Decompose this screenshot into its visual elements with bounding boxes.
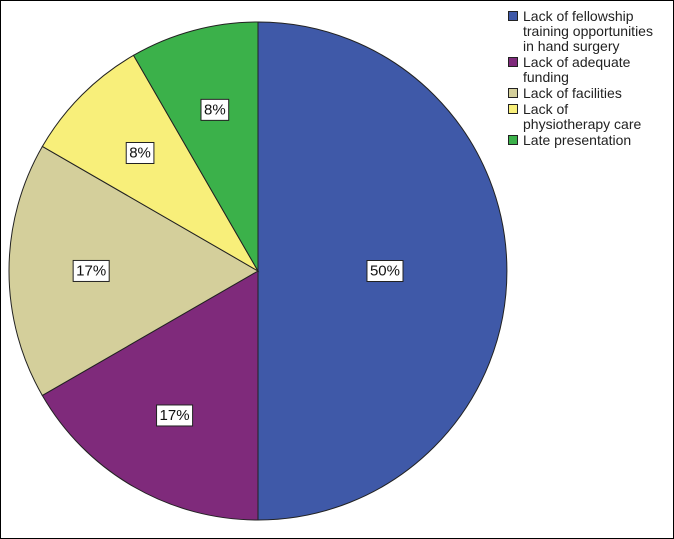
slice-data-label: 17%	[156, 404, 194, 427]
svg-text:17%: 17%	[76, 262, 106, 279]
legend-label: Lack of adequate funding	[523, 55, 670, 85]
slice-data-label: 8%	[125, 141, 155, 164]
legend-label-line: in hand surgery	[523, 38, 620, 54]
pie-slice	[132, 21, 259, 273]
slice-data-label: 17%	[72, 259, 110, 282]
legend-item: Late presentation	[508, 133, 670, 148]
legend-swatch	[508, 11, 518, 21]
svg-text:17%: 17%	[160, 407, 190, 424]
legend-label-line: Lack of	[523, 101, 569, 117]
legend-label: Lack of fellowship training opportunitie…	[523, 9, 670, 54]
slice-data-label: 50%	[366, 260, 404, 282]
legend-label-line: Lack of facilities	[523, 85, 622, 101]
svg-text:8%: 8%	[204, 101, 226, 118]
legend-label: Lack of facilities	[523, 86, 670, 101]
legend-label-line: Late presentation	[523, 132, 632, 148]
legend-label-line: funding	[523, 69, 569, 85]
legend-item: Lack of fellowship training opportunitie…	[508, 9, 670, 54]
legend-label-line: training opportunities	[523, 23, 653, 39]
legend: Lack of fellowship training opportunitie…	[508, 9, 670, 149]
legend-swatch	[508, 104, 518, 114]
pie-slice	[41, 270, 259, 521]
legend-swatch	[508, 135, 518, 145]
pie-slice	[8, 145, 259, 397]
svg-text:8%: 8%	[129, 144, 151, 161]
legend-swatch	[508, 57, 518, 67]
svg-text:50%: 50%	[370, 263, 400, 280]
legend-label: Lack of physiotherapy care	[523, 102, 670, 132]
legend-label: Late presentation	[523, 133, 670, 148]
legend-label-line: Lack of fellowship	[523, 8, 634, 24]
legend-swatch	[508, 88, 518, 98]
legend-item: Lack of facilities	[508, 86, 670, 101]
legend-item: Lack of physiotherapy care	[508, 102, 670, 132]
slice-data-label: 8%	[200, 98, 230, 121]
legend-label-line: physiotherapy care	[523, 116, 642, 132]
legend-label-line: Lack of adequate	[523, 54, 631, 70]
legend-item: Lack of adequate funding	[508, 55, 670, 85]
